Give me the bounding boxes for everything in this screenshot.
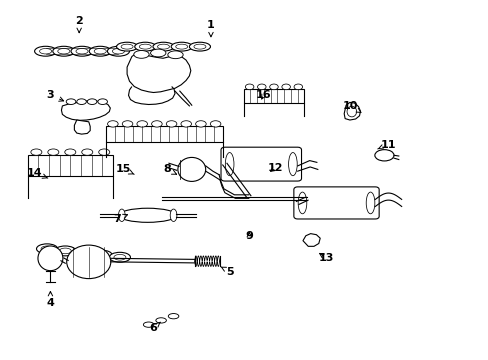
Ellipse shape xyxy=(135,42,156,51)
Text: 3: 3 xyxy=(46,90,63,101)
Ellipse shape xyxy=(66,245,111,279)
Ellipse shape xyxy=(53,46,75,56)
Ellipse shape xyxy=(31,149,42,155)
Text: 8: 8 xyxy=(163,165,176,174)
Ellipse shape xyxy=(77,99,86,104)
Ellipse shape xyxy=(210,121,221,127)
Ellipse shape xyxy=(151,121,162,127)
Ellipse shape xyxy=(122,121,133,127)
Ellipse shape xyxy=(245,84,253,90)
Ellipse shape xyxy=(107,46,129,56)
Ellipse shape xyxy=(71,46,93,56)
Ellipse shape xyxy=(114,255,125,260)
Ellipse shape xyxy=(40,49,52,54)
Ellipse shape xyxy=(81,149,93,155)
Ellipse shape xyxy=(225,153,233,176)
Ellipse shape xyxy=(195,121,206,127)
Ellipse shape xyxy=(109,252,130,262)
Polygon shape xyxy=(303,234,320,246)
Ellipse shape xyxy=(66,99,76,104)
Ellipse shape xyxy=(37,244,58,254)
Polygon shape xyxy=(74,120,90,134)
Bar xyxy=(28,154,112,176)
Text: 11: 11 xyxy=(377,140,395,150)
Ellipse shape xyxy=(89,46,111,56)
Text: 2: 2 xyxy=(75,16,83,32)
Ellipse shape xyxy=(91,250,112,260)
Polygon shape xyxy=(127,55,190,93)
Ellipse shape xyxy=(170,209,177,221)
Ellipse shape xyxy=(59,248,71,254)
Ellipse shape xyxy=(118,209,125,221)
Ellipse shape xyxy=(119,208,176,222)
Ellipse shape xyxy=(288,153,297,176)
Ellipse shape xyxy=(99,149,109,155)
Ellipse shape xyxy=(77,250,89,256)
Text: 12: 12 xyxy=(267,163,283,173)
Ellipse shape xyxy=(153,42,174,51)
Ellipse shape xyxy=(64,149,76,155)
FancyBboxPatch shape xyxy=(293,187,378,219)
Ellipse shape xyxy=(194,44,205,49)
Ellipse shape xyxy=(134,50,149,58)
Ellipse shape xyxy=(281,84,290,90)
Text: 9: 9 xyxy=(245,231,253,242)
Ellipse shape xyxy=(157,44,169,49)
Ellipse shape xyxy=(168,314,179,319)
Ellipse shape xyxy=(116,42,137,51)
Ellipse shape xyxy=(98,99,107,104)
Ellipse shape xyxy=(175,44,187,49)
Text: 5: 5 xyxy=(221,267,233,277)
Ellipse shape xyxy=(178,157,205,181)
Ellipse shape xyxy=(374,150,393,161)
FancyBboxPatch shape xyxy=(221,147,301,181)
Ellipse shape xyxy=(96,252,107,258)
Text: 16: 16 xyxy=(255,90,271,100)
Ellipse shape xyxy=(257,84,265,90)
Text: 15: 15 xyxy=(116,165,134,174)
Ellipse shape xyxy=(167,51,183,59)
Ellipse shape xyxy=(189,42,210,51)
Text: 7: 7 xyxy=(113,214,127,224)
Ellipse shape xyxy=(73,248,94,258)
Ellipse shape xyxy=(269,84,278,90)
Ellipse shape xyxy=(112,49,124,54)
Bar xyxy=(105,126,223,142)
Text: 14: 14 xyxy=(27,168,48,178)
Text: 1: 1 xyxy=(206,20,214,37)
Ellipse shape xyxy=(48,149,59,155)
Ellipse shape xyxy=(121,44,133,49)
Ellipse shape xyxy=(41,246,53,252)
Ellipse shape xyxy=(137,121,147,127)
Text: 13: 13 xyxy=(318,253,333,262)
Text: 4: 4 xyxy=(46,292,54,309)
Text: 10: 10 xyxy=(342,101,360,112)
Ellipse shape xyxy=(150,49,165,57)
Ellipse shape xyxy=(55,246,76,256)
Ellipse shape xyxy=(181,121,191,127)
Ellipse shape xyxy=(293,84,302,90)
Polygon shape xyxy=(344,102,360,120)
Ellipse shape xyxy=(38,246,63,271)
Ellipse shape xyxy=(58,49,70,54)
Ellipse shape xyxy=(87,99,97,104)
Ellipse shape xyxy=(366,192,374,214)
Ellipse shape xyxy=(156,318,166,323)
Ellipse shape xyxy=(143,322,154,327)
Ellipse shape xyxy=(76,49,88,54)
Ellipse shape xyxy=(107,121,118,127)
Bar xyxy=(243,89,304,103)
Polygon shape xyxy=(61,100,110,120)
Ellipse shape xyxy=(166,121,177,127)
Text: 6: 6 xyxy=(149,322,160,333)
Ellipse shape xyxy=(35,46,57,56)
Ellipse shape xyxy=(139,44,151,49)
Ellipse shape xyxy=(171,42,192,51)
Ellipse shape xyxy=(346,106,356,117)
Ellipse shape xyxy=(94,49,106,54)
Ellipse shape xyxy=(298,192,306,214)
